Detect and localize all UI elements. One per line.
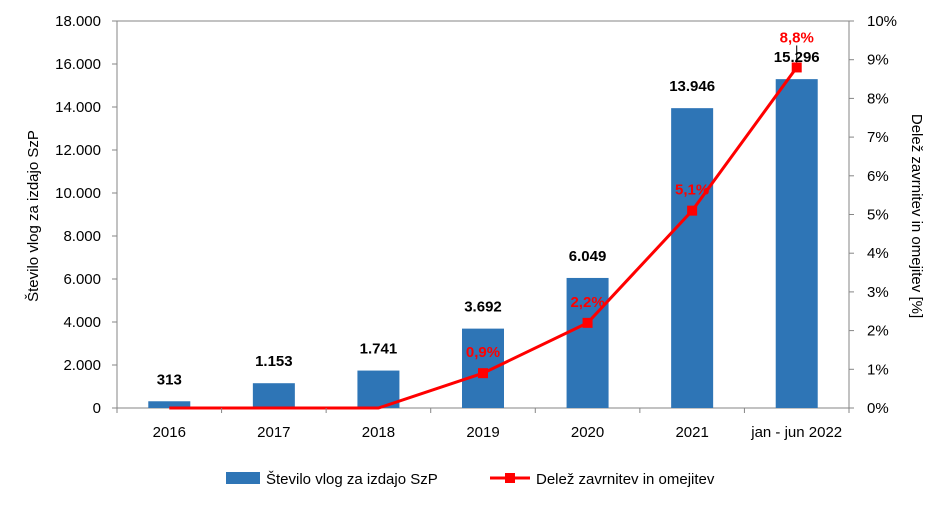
y2-tick-label: 6% [867,168,889,185]
line-marker [478,368,488,379]
y-tick-label: 8.000 [63,228,101,245]
y-tick-label: 18.000 [55,13,101,30]
y2-tick-label: 9% [867,52,889,69]
bar [566,277,609,408]
line-marker [582,317,593,328]
x-tick-label: 2016 [153,424,186,441]
y2-tick-label: 10% [867,13,897,30]
bar [671,108,714,408]
line-value-label: 0,9% [466,344,500,361]
y2-axis-title: Delež zavrnitev in omejitev [%] [908,114,925,318]
y2-tick-label: 2% [867,323,889,340]
line-marker [791,62,802,73]
x-tick-label: 2018 [362,424,395,441]
line-value-label: 2,2% [570,294,604,311]
line-series: 0,9% 2,2% 5,1% 8,8% [169,29,814,410]
x-tick-label: 2020 [571,424,604,441]
bar-value-label: 3.692 [464,299,502,316]
y2-tick-label: 4% [867,245,889,262]
line-marker [687,205,698,216]
y-tick-label: 14.000 [55,99,101,116]
y-tick-label: 12.000 [55,142,101,159]
y2-tick-label: 1% [867,361,889,378]
legend-bar-label: Število vlog za izdajo SzP [266,471,438,488]
y-axis-title: Število vlog za izdajo SzP [25,130,42,302]
x-tick-label: 2021 [675,424,708,441]
bar-value-label: 1.153 [255,353,293,370]
y2-tick-label: 3% [867,284,889,301]
legend: Število vlog za izdajo SzP Delež zavrnit… [226,471,715,488]
bar-value-label: 6.049 [569,248,607,265]
y2-tick-label: 5% [867,207,889,224]
bar [775,79,818,409]
legend-bar-swatch [226,472,260,484]
y2-tick-label: 8% [867,90,889,107]
y-tick-label: 4.000 [63,314,101,331]
y-tick-label: 16.000 [55,56,101,73]
y-tick-label: 0 [93,400,101,417]
y-tick-label: 2.000 [63,357,101,374]
y-tick-label: 6.000 [63,271,101,288]
y2-tick-label: 0% [867,400,889,417]
bar [252,383,295,408]
bar [148,401,191,408]
legend-line-label: Delež zavrnitev in omejitev [536,471,715,488]
x-tick-label: 2019 [466,424,499,441]
legend-line-marker [505,473,515,483]
line-value-label: 5,1% [675,182,709,199]
bar-value-label: 313 [157,371,182,388]
y2-tick-label: 7% [867,129,889,146]
x-axis-ticks: 2016 2017 2018 2019 2020 2021 jan - jun 2022 [116,408,850,441]
line-value-label: 8,8% [780,29,814,46]
y-tick-label: 10.000 [55,185,101,202]
x-tick-label: jan - jun 2022 [750,424,842,441]
bar-value-label: 13.946 [669,78,715,95]
left-axis-ticks: 0 2.000 4.000 6.000 8.000 10.000 12.000 14.000 1… [55,13,117,417]
right-axis-ticks: 0% 1% 2% 3% 4% 5% 6% 7% 8% 9% 10% [849,13,897,417]
x-tick-label: 2017 [257,424,290,441]
bar-value-label: 1.741 [360,341,398,358]
